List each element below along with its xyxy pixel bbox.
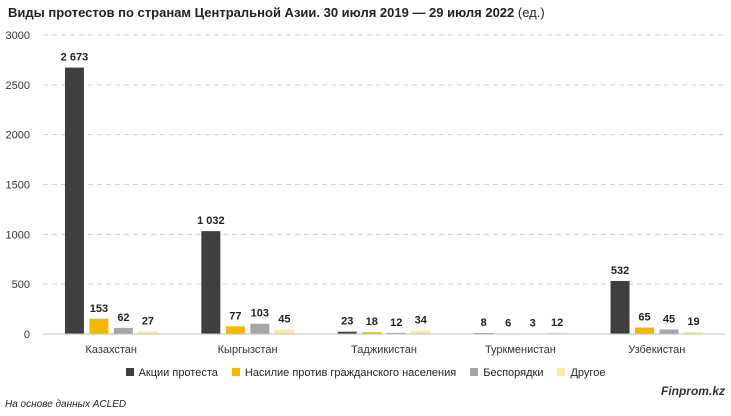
data-label: 77 (229, 310, 241, 322)
bar (659, 329, 679, 334)
bar (113, 327, 133, 334)
data-label: 27 (142, 315, 154, 327)
bar (138, 331, 158, 334)
data-label: 12 (390, 317, 402, 329)
bar (274, 329, 294, 334)
legend-swatch (557, 368, 566, 376)
data-label: 1 032 (197, 215, 225, 227)
x-tick-label: Кыргызстан (218, 344, 278, 356)
data-label: 34 (415, 315, 428, 327)
data-label: 532 (611, 265, 629, 277)
legend-label: Беспорядки (483, 367, 544, 379)
legend-label: Насилие против гражданского населения (244, 367, 457, 379)
legend-swatch (231, 368, 240, 376)
y-tick-label: 3000 (6, 30, 30, 42)
bar (411, 330, 431, 334)
data-label: 18 (366, 316, 378, 328)
chart-title-main: Виды протестов по странам Центральной Аз… (8, 5, 515, 20)
bar-layer (64, 67, 704, 335)
data-label: 6 (505, 317, 511, 329)
x-tick-label: Казахстан (85, 344, 137, 356)
bar (635, 327, 655, 334)
data-label: 45 (278, 314, 290, 326)
y-tick-label: 1500 (6, 180, 30, 192)
bar (362, 332, 382, 334)
y-tick-label: 500 (12, 279, 30, 291)
legend-label: Другое (570, 367, 606, 379)
data-label: 3 (530, 318, 536, 330)
data-label: 62 (117, 312, 129, 324)
legend-swatch (125, 368, 134, 376)
data-label: 8 (481, 317, 487, 329)
grid-layer (43, 34, 725, 285)
legend-item: Акции протеста (125, 367, 218, 379)
bar (684, 332, 704, 334)
chart-title: Виды протестов по странам Центральной Аз… (8, 5, 545, 20)
data-label: 45 (663, 314, 675, 326)
data-label: 2 673 (61, 52, 89, 64)
chart-title-unit: (ед.) (517, 5, 545, 20)
bar (250, 323, 270, 334)
label-layer: 2 673 153 62 27 1 032 77 103 45 23 18 12 34 8 6 3 12 532… (61, 52, 700, 330)
y-tick-label: 1000 (6, 229, 30, 241)
data-label: 103 (251, 308, 269, 320)
data-label: 65 (638, 312, 650, 324)
x-tick-label: Узбекистан (628, 344, 685, 356)
legend-swatch (470, 368, 479, 376)
legend: Акции протеста Насилие против гражданског… (0, 367, 731, 379)
bar (337, 331, 357, 334)
bar (547, 332, 567, 334)
bar (64, 67, 84, 334)
bar (610, 280, 630, 334)
legend-label: Акции протеста (138, 367, 218, 379)
bar (89, 318, 109, 334)
y-tick-label: 2500 (6, 80, 30, 92)
legend-item: Насилие против гражданского населения (231, 367, 457, 379)
y-tick-label: 2000 (6, 130, 30, 142)
axis-layer: 0 500 1000 1500 2000 2500 3000 Казахстан Кыргызс… (6, 30, 725, 356)
data-label: 23 (341, 316, 353, 328)
brand-logo: Finprom.kz (660, 384, 725, 398)
bar (225, 326, 245, 334)
x-tick-label: Таджикистан (351, 344, 417, 356)
bar (386, 332, 406, 334)
data-label: 12 (551, 317, 563, 329)
source-note: На основе данных ACLED (5, 399, 127, 410)
y-tick-label: 0 (24, 329, 30, 341)
bar (201, 231, 221, 334)
legend-item: Беспорядки (470, 367, 543, 379)
data-label: 153 (90, 303, 108, 315)
data-label: 19 (687, 316, 699, 328)
legend-item: Другое (557, 367, 605, 379)
x-tick-label: Туркменистан (485, 344, 556, 356)
